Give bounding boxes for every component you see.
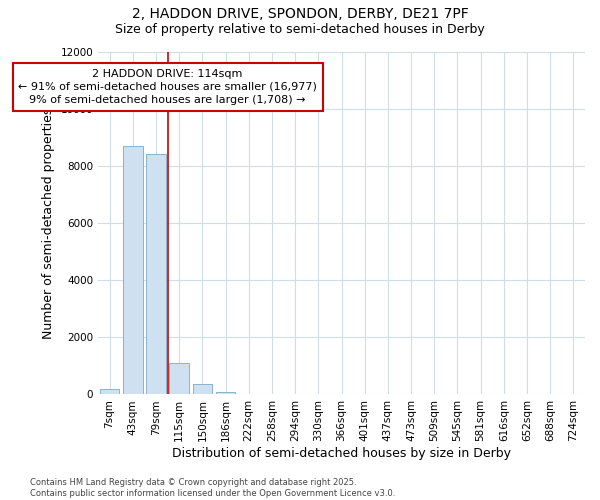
Bar xyxy=(215,392,235,394)
Text: Contains HM Land Registry data © Crown copyright and database right 2025.
Contai: Contains HM Land Registry data © Crown c… xyxy=(30,478,395,498)
Text: Size of property relative to semi-detached houses in Derby: Size of property relative to semi-detach… xyxy=(115,22,485,36)
Y-axis label: Number of semi-detached properties: Number of semi-detached properties xyxy=(42,108,55,338)
Bar xyxy=(100,388,119,394)
X-axis label: Distribution of semi-detached houses by size in Derby: Distribution of semi-detached houses by … xyxy=(172,447,511,460)
Text: 2, HADDON DRIVE, SPONDON, DERBY, DE21 7PF: 2, HADDON DRIVE, SPONDON, DERBY, DE21 7P… xyxy=(131,8,469,22)
Bar xyxy=(123,146,143,394)
Bar xyxy=(146,154,166,394)
Bar xyxy=(193,384,212,394)
Text: 2 HADDON DRIVE: 114sqm
← 91% of semi-detached houses are smaller (16,977)
9% of : 2 HADDON DRIVE: 114sqm ← 91% of semi-det… xyxy=(18,68,317,105)
Bar xyxy=(169,363,189,394)
